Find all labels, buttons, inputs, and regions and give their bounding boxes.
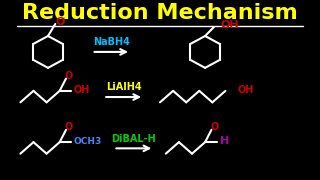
Text: Reduction Mechanism: Reduction Mechanism <box>22 3 298 23</box>
Text: OCH3: OCH3 <box>73 137 101 146</box>
Text: OH: OH <box>73 85 90 95</box>
Text: O: O <box>65 122 73 132</box>
Text: O: O <box>210 122 219 132</box>
Text: O: O <box>65 71 73 81</box>
Text: H: H <box>220 136 229 146</box>
Text: O: O <box>56 17 65 27</box>
Text: OH: OH <box>220 20 239 30</box>
Text: NaBH4: NaBH4 <box>93 37 130 47</box>
Text: LiAlH4: LiAlH4 <box>106 82 141 92</box>
Text: DiBAL-H: DiBAL-H <box>111 134 156 145</box>
Text: OH: OH <box>238 85 254 95</box>
